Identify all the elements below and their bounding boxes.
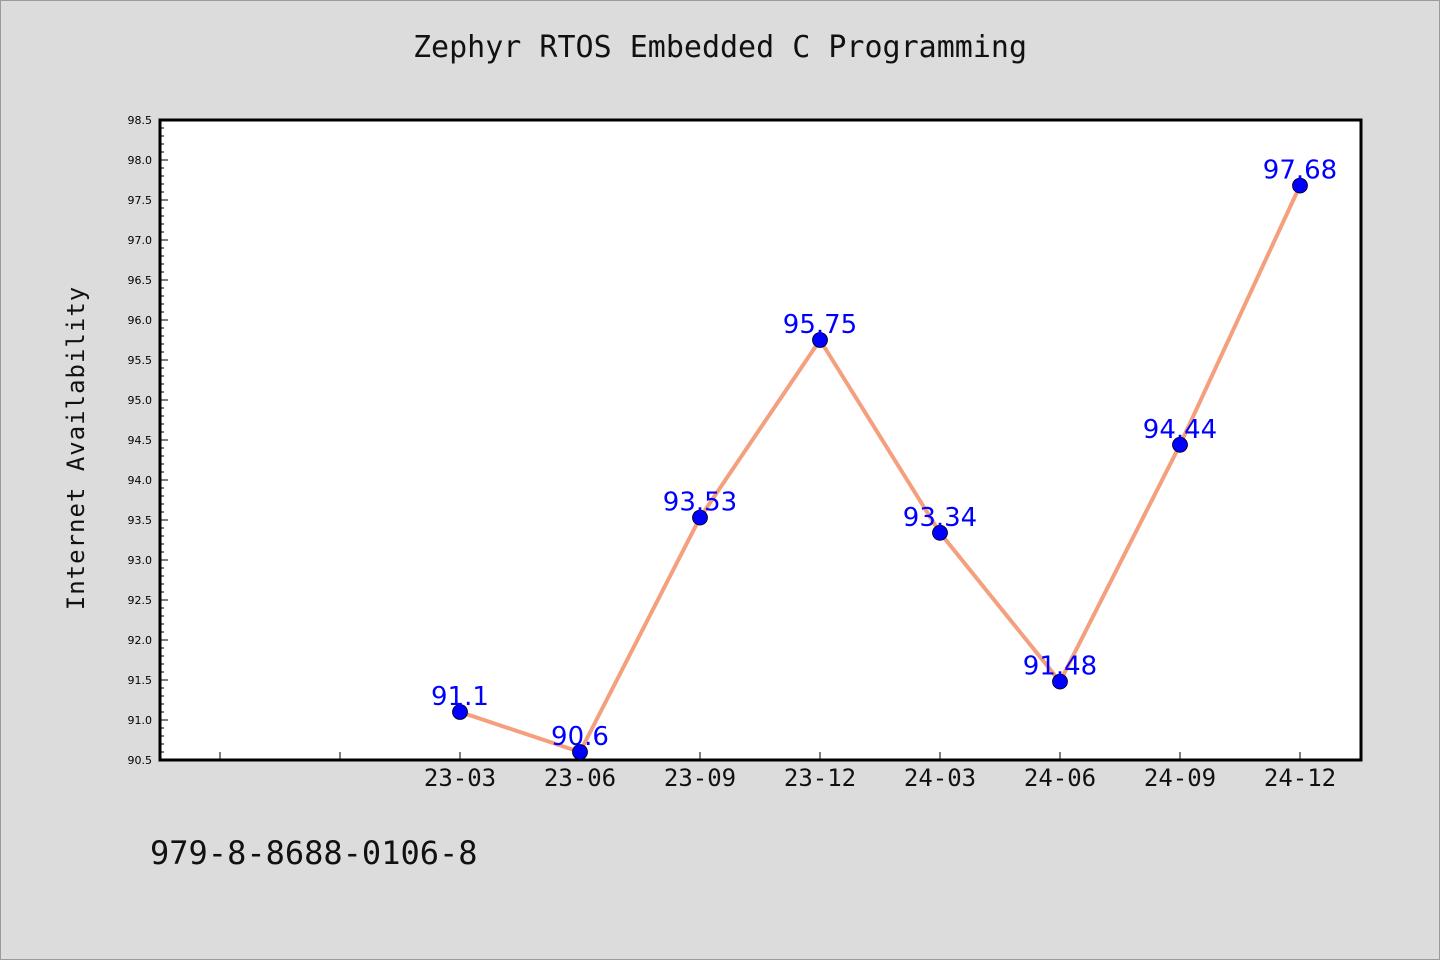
- x-tick-label: 23-09: [664, 764, 736, 792]
- data-point: [1052, 673, 1068, 690]
- data-point: [572, 744, 588, 760]
- data-point: [1292, 177, 1308, 194]
- data-point: [452, 704, 468, 720]
- data-point: [692, 509, 708, 526]
- x-tick-label: 23-03: [424, 764, 496, 792]
- x-tick-label: 23-12: [784, 764, 856, 792]
- data-point: [932, 524, 948, 541]
- y-tick-label: 92.0: [128, 634, 153, 647]
- data-label: 91.48: [1023, 652, 1097, 682]
- data-label: 97.68: [1263, 156, 1337, 186]
- data-label: 95.75: [783, 310, 857, 340]
- data-label: 91.1: [431, 682, 489, 712]
- y-tick-label: 94.5: [128, 434, 153, 447]
- y-tick-label: 98.5: [128, 114, 153, 127]
- y-tick-label: 93.5: [128, 514, 153, 527]
- y-tick-label: 91.5: [128, 674, 153, 687]
- chart-title: Zephyr RTOS Embedded C Programming: [412, 30, 1028, 65]
- x-tick-label: 24-06: [1024, 764, 1096, 792]
- y-tick-label: 90.5: [128, 754, 153, 767]
- data-label: 90.6: [551, 722, 609, 752]
- y-tick-label: 92.5: [128, 594, 153, 607]
- y-tick-label: 96.0: [128, 314, 153, 327]
- x-tick-label: 23-06: [544, 764, 616, 792]
- y-tick-label: 95.0: [128, 394, 153, 407]
- y-tick-label: 96.5: [128, 274, 153, 287]
- x-tick-label: 24-12: [1264, 764, 1336, 792]
- y-tick-label: 97.0: [128, 234, 153, 247]
- y-tick-label: 91.0: [128, 714, 153, 727]
- x-tick-label: 24-03: [904, 764, 976, 792]
- x-tick-label: 24-09: [1144, 764, 1216, 792]
- data-label: 93.53: [663, 488, 737, 518]
- data-label: 93.34: [903, 503, 977, 533]
- y-tick-label: 94.0: [128, 474, 153, 487]
- y-tick-label: 97.5: [128, 194, 153, 207]
- plot-area: [158, 118, 1363, 762]
- series-line: [459, 184, 1302, 754]
- isbn-text: 979-8-8688-0106-8: [150, 834, 478, 872]
- data-label: 94.44: [1143, 415, 1217, 445]
- y-tick-label: 95.5: [128, 354, 153, 367]
- y-tick-label: 98.0: [128, 154, 153, 167]
- y-tick-label: 93.0: [128, 554, 153, 567]
- data-point: [1172, 436, 1188, 453]
- data-point: [812, 332, 828, 348]
